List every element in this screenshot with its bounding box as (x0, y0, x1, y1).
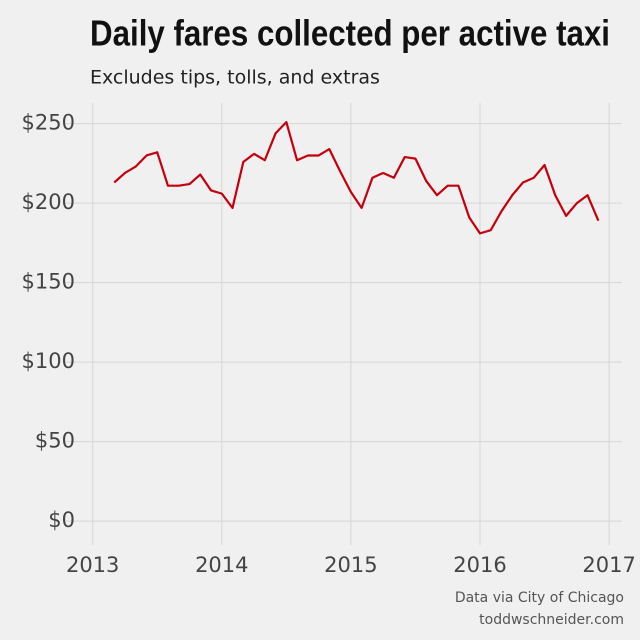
y-tick-label: $150 (22, 270, 75, 294)
y-tick-label: $0 (48, 508, 75, 532)
y-tick-label: $100 (22, 349, 75, 373)
x-tick-label: 2017 (582, 553, 635, 577)
chart-subtitle: Excludes tips, tolls, and extras (90, 67, 380, 89)
x-tick-label: 2016 (453, 553, 506, 577)
y-tick-label: $200 (22, 190, 75, 214)
data-line (113, 120, 600, 235)
credit: toddwschneider.com (479, 612, 624, 628)
y-tick-label: $50 (35, 429, 75, 453)
x-tick-label: 2015 (324, 553, 377, 577)
chart-title: Daily fares collected per active taxi (90, 13, 610, 54)
y-tick-label: $250 (22, 111, 75, 135)
x-tick-label: 2014 (195, 553, 248, 577)
x-tick-label: 2013 (66, 553, 119, 577)
source: Data via City of Chicago (455, 590, 624, 606)
